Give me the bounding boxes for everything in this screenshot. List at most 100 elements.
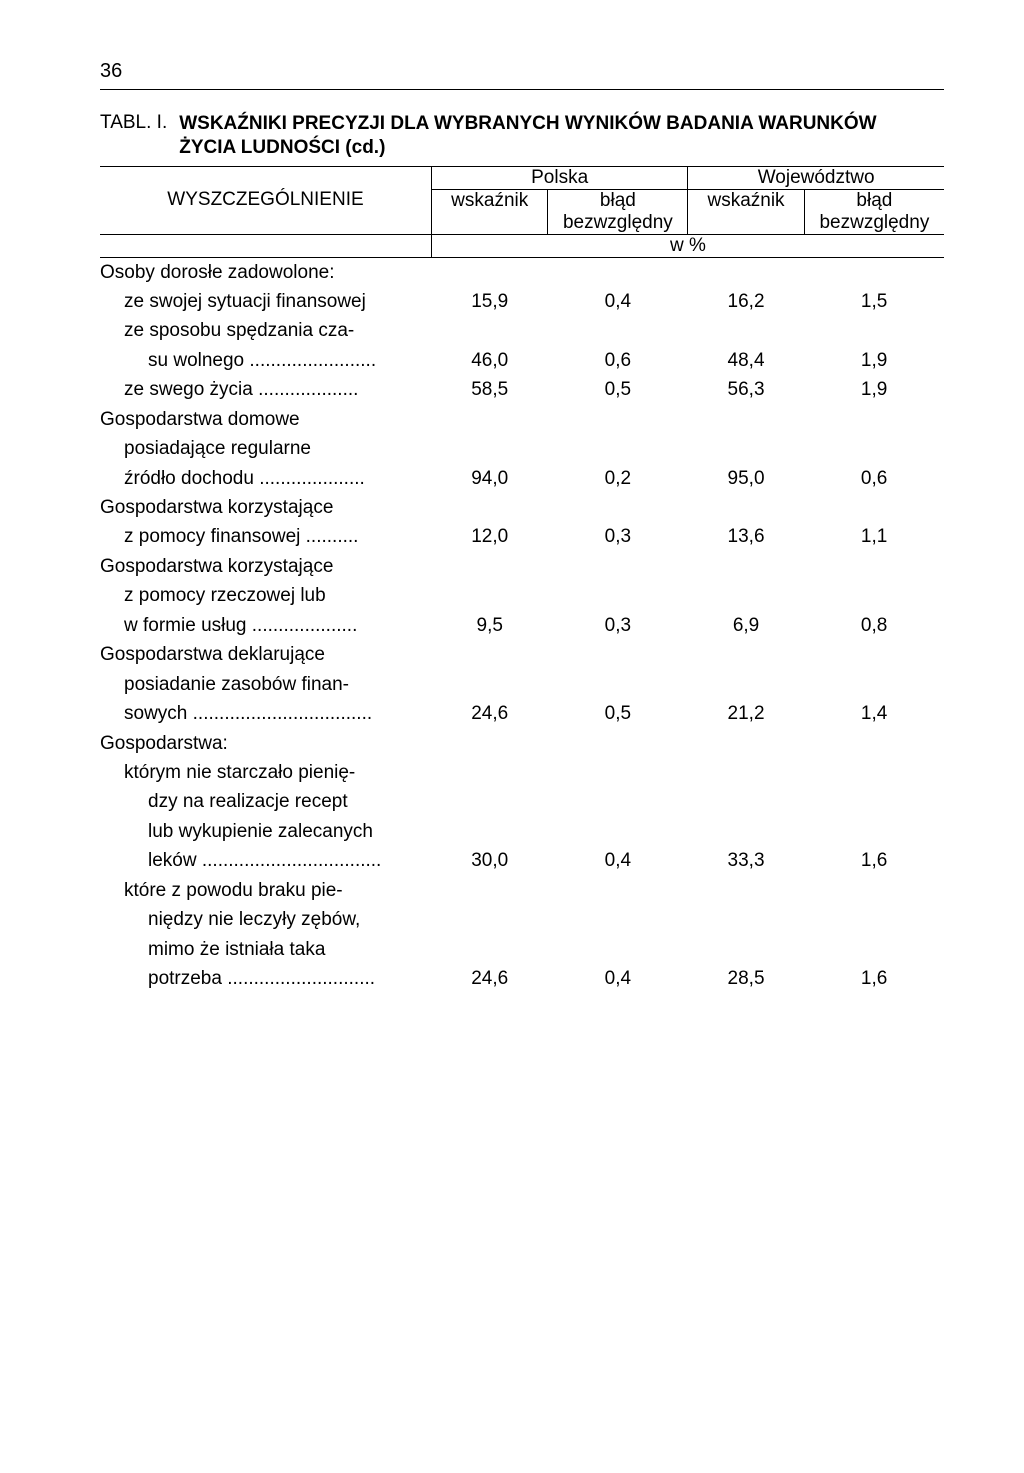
table-title: TABL. I. WSKAŹNIKI PRECYZJI DLA WYBRANYC… (100, 112, 944, 160)
title-line-2: ŻYCIA LUDNOŚCI (cd.) (179, 137, 385, 158)
empty-cell (688, 729, 805, 758)
row-value (688, 787, 805, 816)
table-row: sowych .................................… (100, 699, 944, 728)
row-value (548, 758, 688, 787)
header-row-unit: w % (100, 234, 944, 257)
row-value (804, 581, 944, 610)
table-row: z pomocy rzeczowej lub (100, 581, 944, 610)
title-line-1: WSKAŹNIKI PRECYZJI DLA WYBRANYCH WYNIKÓW… (179, 113, 876, 134)
row-value (688, 316, 805, 345)
row-value: 16,2 (688, 287, 805, 316)
row-value: 0,3 (548, 611, 688, 640)
row-value: 1,6 (804, 964, 944, 993)
row-value: 1,4 (804, 699, 944, 728)
row-value (548, 493, 688, 522)
title-prefix: TABL. I. (100, 112, 179, 134)
row-label: ze swojej sytuacji finansowej (100, 287, 431, 316)
table-row: ze sposobu spędzania cza- (100, 316, 944, 345)
row-value (431, 758, 548, 787)
row-value (804, 935, 944, 964)
section-heading-row: Osoby dorosłe zadowolone: (100, 257, 944, 287)
empty-cell (431, 729, 548, 758)
leader-dots: ........................ (249, 350, 376, 371)
row-value (431, 670, 548, 699)
row-value: 0,6 (804, 464, 944, 493)
row-value (804, 876, 944, 905)
row-value: 1,5 (804, 287, 944, 316)
row-label: w formie usług .................... (100, 611, 431, 640)
table-row: Gospodarstwa korzystające (100, 552, 944, 581)
table-body: Osoby dorosłe zadowolone:ze swojej sytua… (100, 257, 944, 993)
empty-cell (804, 729, 944, 758)
table-row: które z powodu braku pie- (100, 876, 944, 905)
row-value: 9,5 (431, 611, 548, 640)
row-label: Gospodarstwa korzystające (100, 552, 431, 581)
empty-cell (804, 434, 944, 463)
row-label: które z powodu braku pie- (100, 876, 431, 905)
row-value: 0,4 (548, 846, 688, 875)
row-value: 21,2 (688, 699, 805, 728)
row-value: 0,5 (548, 699, 688, 728)
table-row: Gospodarstwa deklarujące (100, 640, 944, 669)
row-value (548, 552, 688, 581)
row-value: 0,2 (548, 464, 688, 493)
table-row: w formie usług ....................9,50,… (100, 611, 944, 640)
row-value (431, 905, 548, 934)
row-value: 24,6 (431, 964, 548, 993)
empty-cell (804, 405, 944, 434)
row-value: 46,0 (431, 346, 548, 375)
section-heading-2: posiadające regularne (100, 434, 431, 463)
row-value (548, 581, 688, 610)
row-value: 12,0 (431, 522, 548, 551)
section-heading: Osoby dorosłe zadowolone: (100, 257, 431, 287)
table-row: dzy na realizacje recept (100, 787, 944, 816)
row-value: 58,5 (431, 375, 548, 404)
leader-dots: .................... (252, 615, 358, 636)
table-row: z pomocy finansowej ..........12,00,313,… (100, 522, 944, 551)
leader-dots: .................................. (202, 850, 381, 871)
row-value: 0,4 (548, 964, 688, 993)
row-value (431, 935, 548, 964)
row-label: którym nie starczało pienię- (100, 758, 431, 787)
row-value: 0,6 (548, 346, 688, 375)
empty-cell (548, 729, 688, 758)
title-main: WSKAŹNIKI PRECYZJI DLA WYBRANYCH WYNIKÓW… (179, 112, 876, 160)
data-table: WYSZCZEGÓLNIENIE Polska Województwo wska… (100, 166, 944, 994)
empty-cell (431, 434, 548, 463)
row-value (688, 935, 805, 964)
row-value (688, 758, 805, 787)
empty-cell (431, 405, 548, 434)
row-value (548, 670, 688, 699)
row-value: 0,3 (548, 522, 688, 551)
row-label: lub wykupienie zalecanych (100, 817, 431, 846)
header-group-polska: Polska (431, 166, 687, 189)
row-value (431, 817, 548, 846)
row-label: su wolnego ........................ (100, 346, 431, 375)
empty-cell (548, 257, 688, 287)
row-value (804, 758, 944, 787)
row-value (548, 787, 688, 816)
section-heading: Gospodarstwa: (100, 729, 431, 758)
row-label: dzy na realizacje recept (100, 787, 431, 816)
row-value (431, 493, 548, 522)
row-label: Gospodarstwa deklarujące (100, 640, 431, 669)
header-sub-wskaznik-2: wskaźnik (688, 189, 805, 234)
row-value: 6,9 (688, 611, 805, 640)
empty-cell (548, 434, 688, 463)
row-value (431, 581, 548, 610)
row-value (431, 640, 548, 669)
table-row: mimo że istniała taka (100, 935, 944, 964)
row-label: posiadanie zasobów finan- (100, 670, 431, 699)
row-value: 1,9 (804, 375, 944, 404)
table-row: leków ..................................… (100, 846, 944, 875)
row-value (804, 670, 944, 699)
empty-cell (688, 434, 805, 463)
row-value: 1,1 (804, 522, 944, 551)
row-value (548, 316, 688, 345)
row-value (688, 876, 805, 905)
leader-dots: ................... (258, 379, 358, 400)
row-label: z pomocy finansowej .......... (100, 522, 431, 551)
table-row: ze swojej sytuacji finansowej15,90,416,2… (100, 287, 944, 316)
row-value (804, 640, 944, 669)
header-unit-empty (100, 234, 431, 257)
